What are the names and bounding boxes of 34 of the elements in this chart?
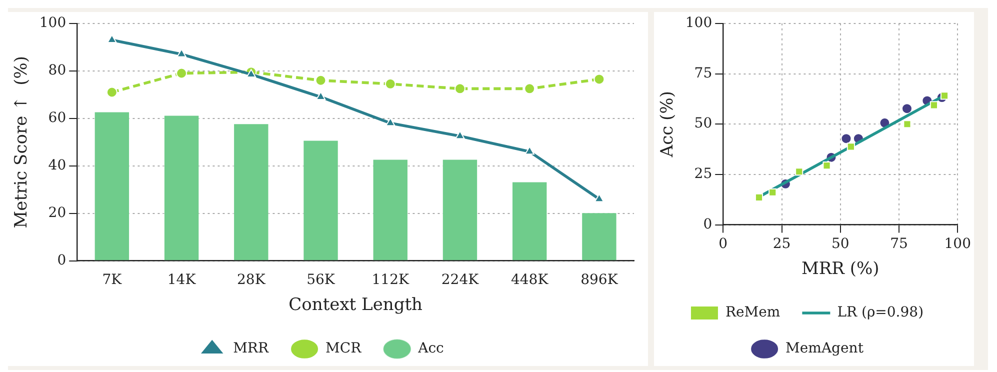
y-axis-title: Acc (%) [658,91,678,158]
x-tick-label: 25 [772,236,791,252]
y-tick-label: 25 [694,166,712,182]
x-tick-label: 448K [510,272,549,288]
y-tick-label: 0 [703,216,712,232]
x-axis-title: MRR (%) [801,259,880,280]
x-tick-label: 896K [580,272,618,288]
x-tick-label: 75 [890,236,908,252]
y-tick-label: 20 [48,204,66,221]
x-tick-label: 14K [167,272,196,288]
y-tick-label: 75 [694,65,712,82]
y-tick-label: 50 [694,116,712,132]
legend-label: MRR [233,340,269,357]
x-tick-label: 28K [237,272,266,288]
y-tick-label: 80 [48,62,66,79]
x-tick-label: 0 [718,236,728,252]
x-tick-label: 112K [372,272,410,288]
x-tick-label: 50 [831,236,850,252]
legend-label: Acc [417,340,444,357]
y-tick-label: 60 [48,110,66,126]
y-tick-label: 0 [57,252,66,268]
legend-label: MCR [326,340,362,357]
x-axis-title: Context Length [288,295,423,316]
legend-label: MemAgent [786,340,864,357]
legend-label: LR (ρ=0.98) [837,304,924,321]
x-tick-label: 224K [441,272,480,288]
x-tick-label: 7K [102,272,122,288]
y-tick-label: 100 [685,15,712,32]
y-axis-title: Metric Score ↑ (%) [12,56,32,228]
x-tick-label: 100 [944,236,972,252]
legend-label: ReMem [725,304,780,321]
y-tick-label: 40 [48,157,66,174]
y-tick-label: 100 [39,15,66,32]
x-tick-label: 56K [306,272,336,288]
